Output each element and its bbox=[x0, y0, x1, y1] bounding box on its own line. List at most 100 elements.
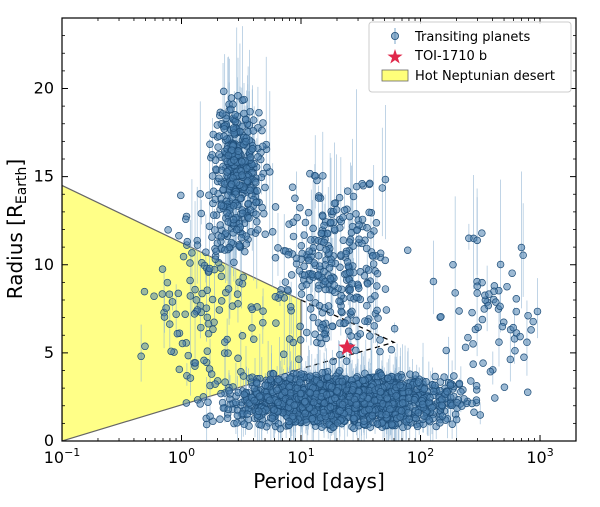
planet-point bbox=[387, 420, 396, 429]
planet-point bbox=[437, 312, 445, 321]
planet-point bbox=[495, 338, 503, 346]
planet-point bbox=[219, 87, 228, 96]
planet-point bbox=[289, 218, 297, 227]
planet-point bbox=[500, 383, 509, 392]
x-tick-base: 10 bbox=[526, 448, 546, 467]
planet-point bbox=[178, 339, 187, 348]
planet-point bbox=[363, 280, 372, 288]
planet-point bbox=[352, 210, 360, 218]
planet-point bbox=[473, 236, 481, 245]
planet-point bbox=[343, 187, 352, 195]
planet-point bbox=[418, 400, 427, 409]
planet-point bbox=[306, 389, 314, 397]
planet-point bbox=[248, 324, 256, 332]
planet-point bbox=[273, 386, 281, 395]
legend-box bbox=[368, 21, 572, 93]
planet-point bbox=[271, 293, 280, 301]
planet-point bbox=[224, 285, 233, 293]
planet-point bbox=[193, 241, 202, 249]
planet-point bbox=[429, 387, 438, 396]
planet-point bbox=[404, 388, 413, 396]
planet-point bbox=[191, 359, 200, 367]
planet-point bbox=[440, 373, 448, 381]
planet-point bbox=[405, 415, 413, 423]
legend: Transiting planets TOI-1710 b Hot Neptun… bbox=[368, 21, 572, 93]
planet-point bbox=[403, 246, 412, 255]
planet-point bbox=[387, 345, 396, 354]
planet-point bbox=[252, 178, 260, 187]
planet-point bbox=[209, 130, 218, 139]
planet-point bbox=[243, 177, 252, 185]
planet-point bbox=[347, 332, 355, 340]
planet-point bbox=[190, 310, 199, 318]
planet-point bbox=[329, 357, 337, 366]
planet-point bbox=[296, 336, 305, 344]
planet-point bbox=[225, 387, 233, 395]
planet-point bbox=[327, 382, 336, 391]
planet-point bbox=[333, 419, 342, 427]
planet-point bbox=[172, 310, 180, 319]
planet-point bbox=[369, 260, 378, 268]
planet-point bbox=[239, 372, 248, 380]
planet-point bbox=[287, 271, 296, 279]
planet-point bbox=[322, 334, 330, 343]
x-tick-exponent: 2 bbox=[427, 446, 434, 459]
planet-point bbox=[340, 206, 349, 215]
planet-point bbox=[212, 247, 220, 256]
planet-point bbox=[399, 423, 407, 432]
planet-point bbox=[286, 388, 295, 397]
planet-point bbox=[469, 360, 477, 368]
planet-point bbox=[234, 91, 242, 100]
planet-point bbox=[248, 145, 257, 153]
toi-1710b-star bbox=[338, 338, 356, 355]
planet-point bbox=[257, 173, 266, 182]
planet-point bbox=[368, 411, 377, 420]
planet-point bbox=[365, 266, 373, 274]
y-axis-title-sub: Earth bbox=[14, 167, 30, 205]
planet-point bbox=[322, 245, 330, 254]
planet-point bbox=[281, 278, 290, 286]
planet-point bbox=[316, 380, 324, 388]
planet-point bbox=[166, 320, 174, 328]
planet-point bbox=[362, 244, 371, 253]
planet-point bbox=[429, 277, 438, 286]
planet-point bbox=[372, 219, 381, 227]
planet-point bbox=[290, 401, 298, 409]
planet-point bbox=[231, 111, 239, 119]
planet-point bbox=[269, 370, 278, 378]
planet-point bbox=[450, 372, 458, 380]
planet-point bbox=[175, 365, 184, 374]
planet-point bbox=[478, 315, 487, 324]
planet-point bbox=[310, 398, 318, 407]
planet-point bbox=[396, 413, 404, 421]
planet-point bbox=[238, 209, 247, 218]
planet-point bbox=[512, 307, 521, 316]
planet-point bbox=[246, 153, 255, 162]
planet-point bbox=[509, 323, 518, 332]
planet-point bbox=[164, 226, 172, 234]
planet-point bbox=[376, 388, 385, 396]
planet-point bbox=[333, 387, 341, 395]
planet-point bbox=[369, 252, 377, 260]
planet-point bbox=[241, 247, 249, 256]
planet-point bbox=[520, 353, 528, 362]
planet-point bbox=[160, 313, 169, 321]
planet-point bbox=[356, 330, 365, 338]
planet-point bbox=[188, 249, 196, 257]
planet-point bbox=[266, 375, 275, 384]
planet-point bbox=[272, 319, 280, 327]
planet-point bbox=[455, 307, 463, 315]
planet-point bbox=[491, 394, 499, 402]
planet-point bbox=[318, 423, 326, 431]
x-tick-label: 102 bbox=[407, 446, 434, 467]
planet-point bbox=[529, 317, 537, 326]
planet-point bbox=[306, 305, 315, 313]
planet-point bbox=[352, 316, 360, 325]
planet-point bbox=[342, 357, 351, 365]
planet-point bbox=[286, 374, 294, 382]
planet-point bbox=[366, 179, 374, 188]
planet-point bbox=[359, 376, 367, 385]
planet-point bbox=[211, 255, 220, 263]
planet-point bbox=[186, 259, 194, 267]
planet-point bbox=[209, 211, 218, 219]
